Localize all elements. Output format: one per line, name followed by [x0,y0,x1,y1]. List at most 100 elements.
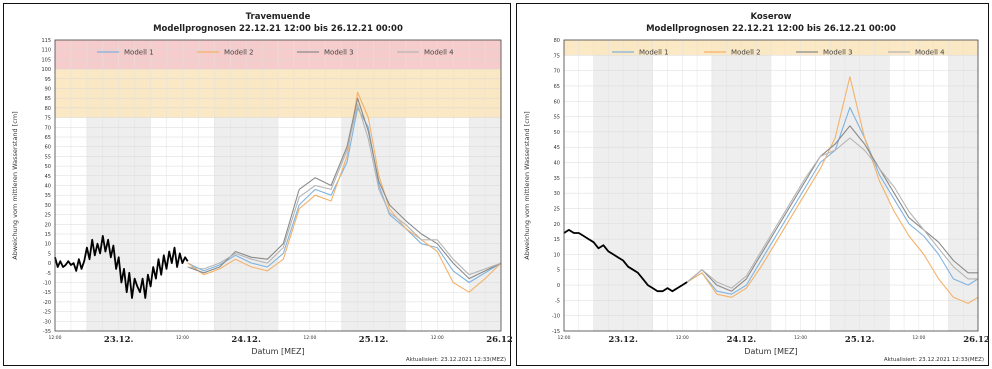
x-hour-label: 12:00 [431,335,444,341]
y-tick-label: -10 [552,314,560,320]
y-tick-label: 25 [554,206,560,212]
y-tick-label: 90 [45,87,51,93]
legend-label-modell-2: Modell 2 [224,49,254,57]
y-tick-label: -5 [46,271,51,277]
series-line-modell-3 [187,97,502,280]
y-tick-label: -25 [43,310,51,316]
y-tick-label: 35 [554,176,560,182]
y-tick-label: 50 [45,164,51,170]
y-tick-label: 95 [45,77,51,83]
y-tick-label: 25 [45,213,51,219]
y-axis-label: Abweichung vom mittleren Wasserstand [cm… [523,111,531,259]
x-axis-label: Datum [MEZ] [251,347,304,356]
y-tick-label: -30 [43,319,51,325]
x-day-label: 23.12. [608,335,638,345]
y-tick-label: -15 [43,290,51,296]
y-tick-label: 100 [41,67,51,73]
y-tick-label: 105 [41,57,51,63]
grid-lines [563,39,979,332]
y-tick-label: 5 [557,268,560,274]
series-line-modell-3 [686,125,978,292]
y-tick-label: 45 [554,145,560,151]
x-day-label: 26.12. [486,335,512,345]
chart-subtitle: Modellprognosen 22.12.21 12:00 bis 26.12… [646,24,896,34]
y-tick-label: 10 [554,252,560,258]
y-tick-label: 85 [45,96,51,102]
chart-panel-travemuende: Travemuende Modellprognosen 22.12.21 12:0… [3,3,512,366]
y-tick-label: 20 [554,222,560,228]
y-tick-label: 80 [554,38,560,44]
y-tick-label: 55 [45,154,51,160]
y-tick-label: 70 [45,125,51,131]
x-day-label: 25.12. [359,335,389,345]
observed-water-level-line [54,235,189,299]
y-tick-label: 35 [45,193,51,199]
plot-frame [54,39,502,332]
legend-label-modell-1: Modell 1 [639,49,669,57]
y-tick-label: 5 [48,251,51,257]
y-tick-label: 75 [45,116,51,122]
chart-travemuende: Travemuende Modellprognosen 22.12.21 12:0… [11,12,512,363]
series-line-modell-4 [187,103,502,276]
grid-lines [54,39,502,332]
x-hour-label: 12:00 [676,335,689,341]
chart-subtitle: Modellprognosen 22.12.21 12:00 bis 26.12… [153,24,403,34]
y-tick-label: 40 [45,184,51,190]
y-tick-label: 65 [554,84,560,90]
x-day-label: 23.12. [104,335,134,345]
chart-panel-koserow: Koserow Modellprognosen 22.12.21 12:00 bi… [516,3,990,366]
updated-timestamp: Aktualisiert: 23.12.2021 12:33(MEZ) [884,357,984,363]
y-tick-label: -35 [43,329,51,335]
legend-label-modell-4: Modell 4 [424,49,454,57]
chart-title: Koserow [751,12,792,22]
chart-koserow: Koserow Modellprognosen 22.12.21 12:00 bi… [523,12,990,363]
y-tick-label: 50 [554,130,560,136]
y-tick-label: -10 [43,281,51,287]
updated-timestamp: Aktualisiert: 23.12.2021 12:33(MEZ) [406,357,506,363]
legend-label-modell-4: Modell 4 [915,49,945,57]
y-tick-label: 55 [554,115,560,121]
y-tick-label: 110 [41,48,51,54]
y-tick-label: 60 [45,145,51,151]
y-tick-label: 45 [45,174,51,180]
chart-title: Travemuende [246,12,311,22]
y-tick-label: 20 [45,222,51,228]
x-day-label: 25.12. [845,335,875,345]
series-line-modell-2 [686,76,979,304]
legend-label-modell-3: Modell 3 [324,49,354,57]
y-tick-label: 30 [554,191,560,197]
y-tick-label: -20 [43,300,51,306]
y-tick-label: -15 [552,329,560,335]
y-tick-label: 15 [554,237,560,243]
y-tick-label: 60 [554,99,560,105]
x-hour-label: 12:00 [49,335,62,341]
y-tick-label: -5 [555,298,560,304]
x-hour-label: 12:00 [558,335,571,341]
x-hour-label: 12:00 [176,335,189,341]
y-tick-label: 0 [557,283,560,289]
y-tick-label: 70 [554,69,560,75]
series-line-modell-1 [187,107,502,284]
plot-frame [563,39,979,332]
y-tick-label: 10 [45,242,51,248]
y-tick-label: 115 [41,38,51,44]
y-tick-label: 15 [45,232,51,238]
y-tick-label: 65 [45,135,51,141]
observed-water-level-line [563,229,688,293]
y-tick-label: 30 [45,203,51,209]
legend-label-modell-3: Modell 3 [823,49,853,57]
x-hour-label: 12:00 [912,335,925,341]
y-tick-label: 0 [48,261,51,267]
y-tick-label: 40 [554,161,560,167]
legend-label-modell-1: Modell 1 [124,49,154,57]
x-day-label: 24.12. [727,335,757,345]
y-tick-label: 75 [554,53,560,59]
y-tick-label: 80 [45,106,51,112]
x-day-label: 26.12. [963,335,990,345]
series-line-modell-4 [686,137,978,289]
x-axis-label: Datum [MEZ] [744,347,797,356]
x-hour-label: 12:00 [794,335,807,341]
legend-label-modell-2: Modell 2 [731,49,761,57]
x-hour-label: 12:00 [303,335,316,341]
y-axis-label: Abweichung vom mittleren Wasserstand [cm… [11,111,19,259]
